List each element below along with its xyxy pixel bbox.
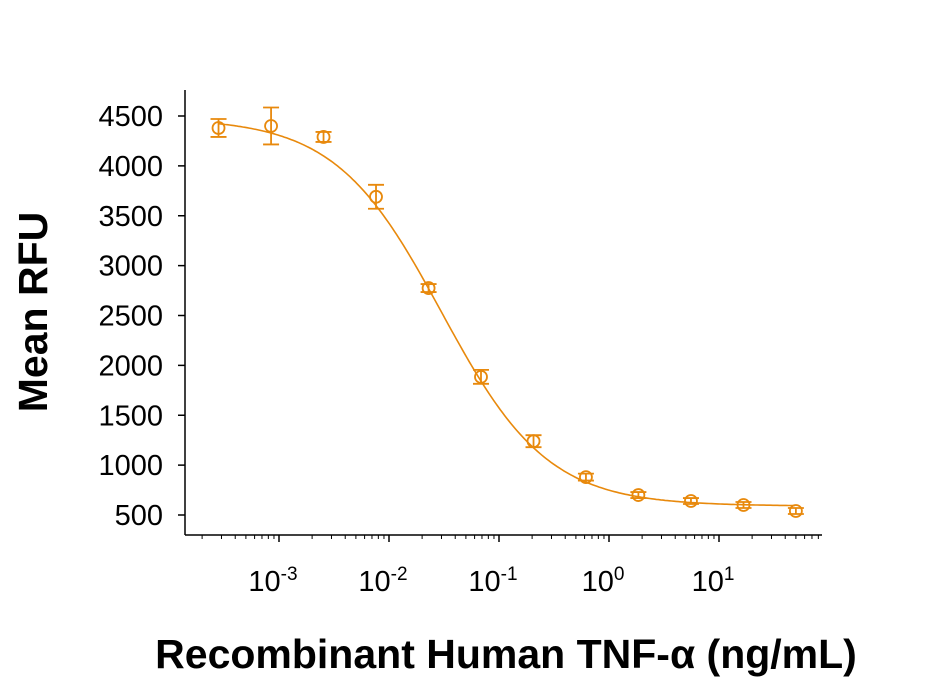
point-marker — [526, 434, 541, 449]
y-tick-label: 3500 — [98, 201, 163, 233]
point-marker — [421, 281, 436, 295]
data-point — [472, 368, 489, 385]
x-tick-label: 10-3 — [248, 564, 297, 598]
point-marker — [474, 369, 488, 384]
y-tick-label: 2500 — [98, 301, 163, 333]
y-tick-label: 2000 — [98, 350, 163, 382]
y-tick-label: 1000 — [98, 450, 163, 482]
x-tick-label: 100 — [582, 564, 625, 598]
axes: 500 1000 1500 2000 2500 3000 3500 4000 4500 10-3 1… — [98, 90, 822, 598]
fit-curve — [218, 122, 795, 507]
data-point — [525, 434, 542, 449]
data-point — [735, 498, 752, 512]
data-point — [630, 488, 647, 502]
data-point — [577, 470, 594, 484]
point-marker — [211, 121, 226, 135]
point-marker — [264, 119, 278, 133]
y-tick-label: 3000 — [98, 251, 163, 283]
data-point — [420, 281, 437, 295]
y-tick-label: 1500 — [98, 400, 163, 432]
y-axis-title: Mean RFU — [10, 212, 56, 412]
data-point — [368, 183, 385, 210]
data-point — [315, 130, 332, 144]
data-point — [263, 106, 280, 146]
y-tick-label: 500 — [115, 500, 163, 532]
point-marker — [369, 189, 383, 204]
fit-curve-group — [218, 122, 795, 507]
data-point — [682, 494, 699, 508]
data-points — [210, 106, 804, 518]
point-marker — [316, 130, 331, 144]
point-marker — [736, 498, 751, 512]
point-marker — [579, 470, 593, 484]
x-tick-label: 10-2 — [358, 564, 407, 598]
point-marker — [684, 494, 698, 508]
x-axis-title: Recombinant Human TNF-α (ng/mL) — [155, 631, 857, 677]
data-point — [787, 504, 804, 518]
data-point — [210, 118, 227, 138]
y-tick-label: 4500 — [98, 101, 163, 133]
point-marker — [788, 504, 803, 518]
x-tick-label: 101 — [692, 564, 735, 598]
y-tick-label: 4000 — [98, 151, 163, 183]
x-tick-label: 10-1 — [468, 564, 517, 598]
point-marker — [631, 488, 646, 502]
